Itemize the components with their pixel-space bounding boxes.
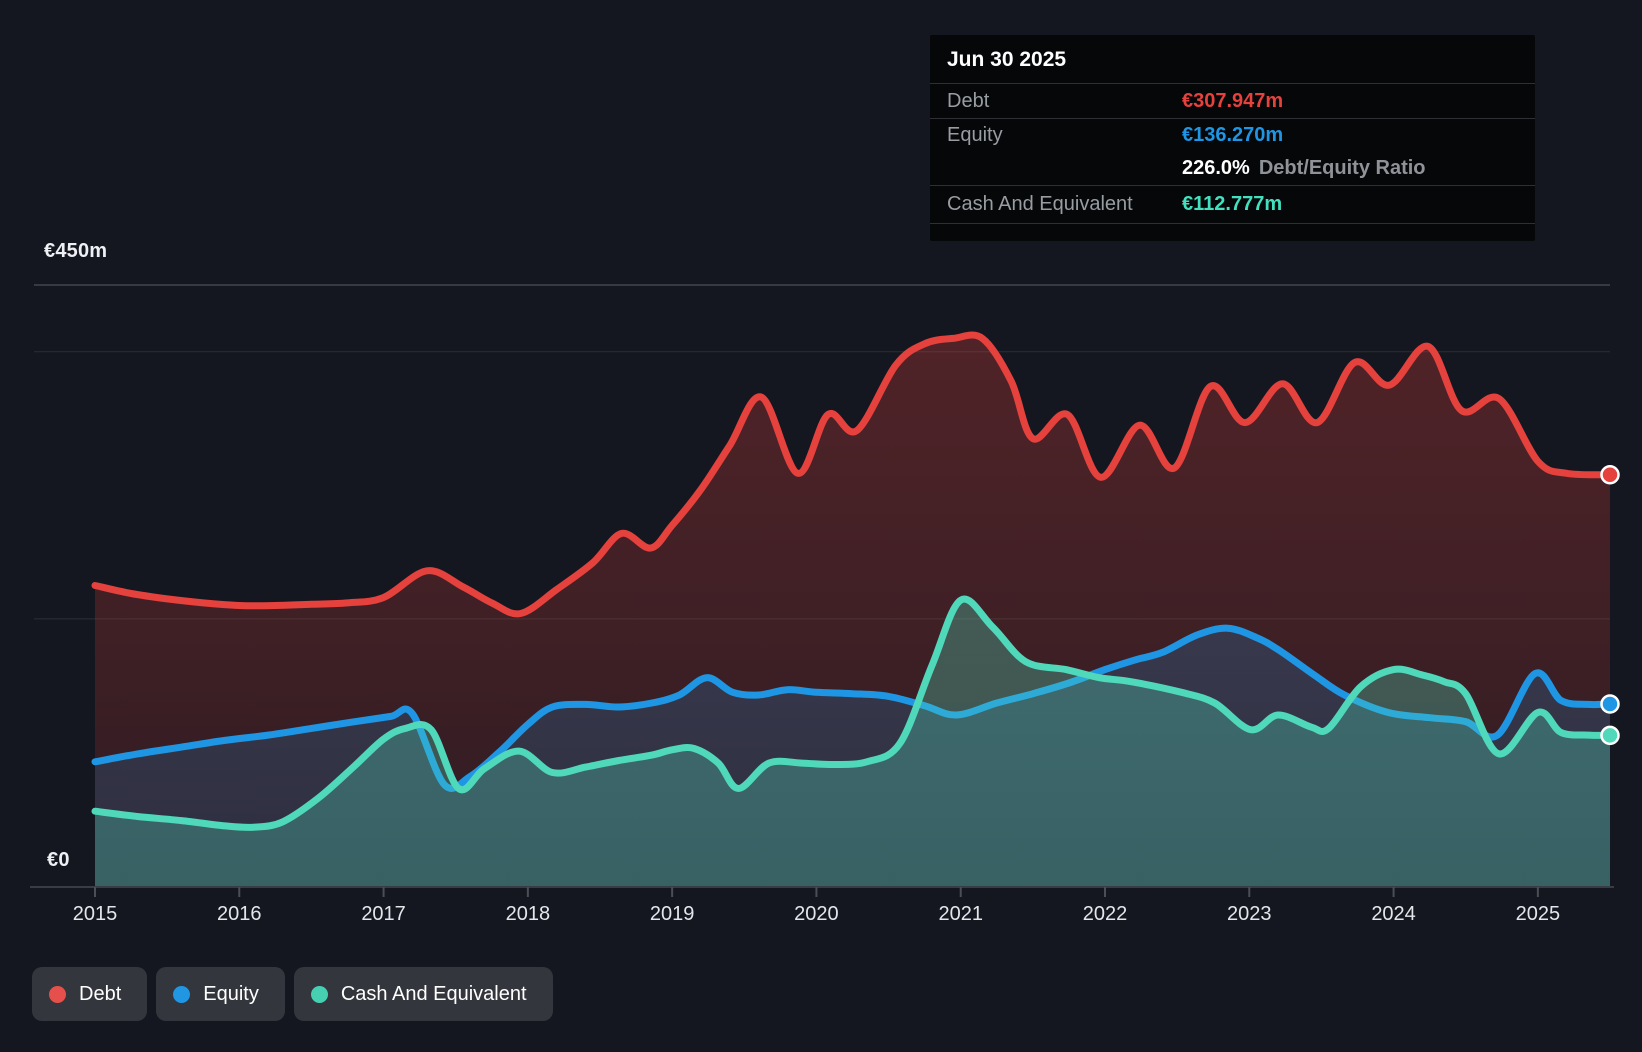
x-axis-labels: 2015 2016 2017 2018 2019 2020 2021 2022 2023 2024… (0, 903, 1642, 929)
chart-legend: Debt Equity Cash And Equivalent (32, 967, 553, 1021)
x-axis-label-2025: 2025 (1515, 903, 1561, 925)
debt-dot-icon (49, 985, 66, 1003)
tooltip-ratio-value: 226.0% (1182, 157, 1250, 179)
x-axis-label-2022: 2022 (1082, 903, 1128, 925)
x-axis-label-2017: 2017 (361, 903, 406, 925)
cash-and-equivalent-line (91, 595, 1614, 831)
x-axis-label-2021: 2021 (938, 903, 983, 925)
equity-endpoint-marker (1600, 694, 1620, 714)
equity-dot-icon (173, 985, 191, 1003)
tooltip-row-cash: Cash And Equivalent €112.777m (930, 185, 1535, 224)
tooltip-equity-label: Equity (947, 124, 1003, 146)
tooltip-debt-label: Debt (947, 89, 990, 112)
x-axis-label-2024: 2024 (1371, 903, 1416, 925)
cash-and-equivalent-area (95, 599, 1610, 886)
tooltip-row-equity: Equity €136.270m (930, 118, 1535, 152)
cash-and-equivalent-endpoint-marker (1600, 725, 1620, 746)
legend-equity-label: Equity (203, 982, 259, 1005)
x-axis-label-2019: 2019 (649, 903, 695, 925)
debt-endpoint-marker (1600, 464, 1620, 485)
legend-item-equity[interactable]: Equity (156, 967, 285, 1021)
y-axis-zero-label: €0 (47, 849, 70, 871)
x-axis-label-2016: 2016 (217, 903, 262, 925)
tooltip-cash-label: Cash And Equivalent (947, 193, 1133, 215)
legend-item-debt[interactable]: Debt (32, 967, 148, 1021)
x-axis-label-2020: 2020 (794, 903, 839, 925)
x-axis-label-2023: 2023 (1227, 903, 1272, 925)
y-axis-max-label: €450m (44, 240, 108, 262)
tooltip-row-ratio: . 226.0% Debt/Equity Ratio (930, 152, 1535, 185)
x-axis-label-2015: 2015 (72, 903, 118, 925)
cash-dot-icon (310, 985, 328, 1003)
tooltip-equity-value: €136.270m (1182, 124, 1284, 146)
legend-debt-label: Debt (79, 982, 122, 1005)
tooltip-date: Jun 30 2025 (947, 48, 1067, 71)
chart-tooltip: Jun 30 2025 Debt €307.947m Equity €136.2… (930, 35, 1535, 241)
debt-line (91, 331, 1614, 618)
tooltip-ratio-label: Debt/Equity Ratio (1258, 157, 1426, 179)
tooltip-row-debt: Debt €307.947m (930, 83, 1535, 118)
tooltip-debt-value: €307.947m (1182, 89, 1284, 112)
legend-cash-label: Cash And Equivalent (340, 982, 527, 1005)
tooltip-cash-value: €112.777m (1182, 193, 1283, 215)
x-axis-label-2018: 2018 (505, 903, 551, 925)
legend-item-cash[interactable]: Cash And Equivalent (293, 967, 553, 1021)
